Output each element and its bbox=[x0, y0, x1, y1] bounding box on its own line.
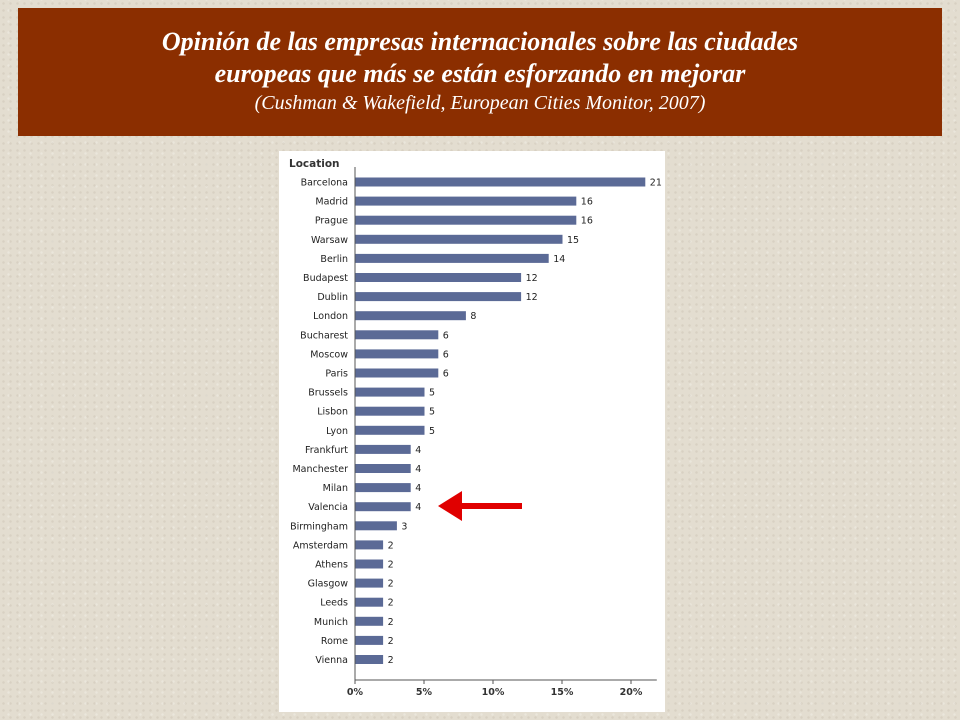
bar bbox=[355, 330, 439, 340]
value-label: 2 bbox=[388, 540, 394, 551]
bar bbox=[355, 273, 522, 282]
bar bbox=[355, 635, 384, 645]
value-label: 12 bbox=[526, 273, 538, 284]
x-tick-label: 10% bbox=[482, 687, 505, 698]
value-label: 5 bbox=[429, 407, 435, 418]
value-label: 15 bbox=[567, 235, 579, 246]
value-label: 5 bbox=[429, 388, 435, 399]
category-label: Frankfurt bbox=[305, 445, 348, 456]
bar bbox=[355, 425, 425, 435]
value-label: 4 bbox=[415, 483, 421, 494]
chart-source: (Cushman & Wakefield, European Cities Mo… bbox=[254, 92, 706, 114]
value-label: 21 bbox=[650, 178, 662, 189]
category-label: Bucharest bbox=[300, 330, 348, 341]
value-label: 3 bbox=[401, 521, 407, 532]
category-label: Moscow bbox=[310, 349, 348, 360]
x-tick-label: 20% bbox=[620, 687, 643, 698]
bar bbox=[355, 215, 577, 225]
category-label: Amsterdam bbox=[293, 540, 348, 551]
bar bbox=[355, 578, 384, 588]
bar bbox=[355, 597, 384, 607]
category-label: Brussels bbox=[308, 388, 348, 399]
chart-panel: Location Barcelona 21 Madrid 16 Prague 16 Warsa… bbox=[279, 151, 665, 712]
category-label: Budapest bbox=[303, 273, 348, 284]
category-label: Valencia bbox=[308, 502, 348, 513]
bar bbox=[355, 349, 439, 359]
category-label: Lyon bbox=[326, 426, 348, 437]
category-label: Warsaw bbox=[311, 235, 348, 246]
category-label: Madrid bbox=[315, 197, 348, 208]
value-label: 16 bbox=[581, 197, 593, 208]
value-label: 6 bbox=[443, 349, 449, 360]
category-label: Athens bbox=[315, 560, 348, 571]
bar bbox=[355, 387, 425, 397]
category-label: Leeds bbox=[320, 598, 348, 609]
bar bbox=[355, 234, 563, 244]
x-tick-label: 5% bbox=[416, 687, 433, 698]
x-tick-label: 0% bbox=[347, 687, 364, 698]
value-label: 2 bbox=[388, 636, 394, 647]
category-label: Milan bbox=[323, 483, 348, 494]
bar bbox=[355, 292, 522, 302]
value-label: 12 bbox=[526, 292, 538, 303]
value-label: 5 bbox=[429, 426, 435, 437]
value-label: 6 bbox=[443, 369, 449, 380]
value-label: 6 bbox=[443, 330, 449, 341]
bar bbox=[355, 483, 411, 493]
category-label: Vienna bbox=[315, 655, 348, 666]
category-label: Lisbon bbox=[317, 407, 348, 418]
category-label: Manchester bbox=[292, 464, 348, 475]
category-label: Berlin bbox=[320, 254, 348, 265]
bar bbox=[355, 521, 397, 531]
x-tick-label: 15% bbox=[551, 687, 574, 698]
category-label: Barcelona bbox=[301, 178, 348, 189]
bar bbox=[355, 655, 384, 664]
value-label: 4 bbox=[415, 502, 421, 513]
value-label: 2 bbox=[388, 579, 394, 590]
column-header: Location bbox=[289, 158, 340, 170]
bar bbox=[355, 311, 466, 321]
bar bbox=[355, 464, 411, 473]
value-label: 8 bbox=[470, 311, 476, 322]
bar bbox=[355, 177, 646, 187]
bar bbox=[355, 253, 549, 263]
value-label: 2 bbox=[388, 598, 394, 609]
category-label: Munich bbox=[314, 617, 348, 628]
value-label: 14 bbox=[553, 254, 565, 265]
bar bbox=[355, 502, 411, 512]
highlight-arrow-icon bbox=[438, 491, 522, 521]
category-label: Glasgow bbox=[308, 579, 349, 590]
category-label: Dublin bbox=[317, 292, 348, 303]
category-label: London bbox=[313, 311, 348, 322]
bar bbox=[355, 559, 384, 569]
value-label: 4 bbox=[415, 445, 421, 456]
bar bbox=[355, 540, 384, 550]
title-banner: Opinión de las empresas internacionales … bbox=[18, 8, 942, 136]
category-label: Paris bbox=[325, 369, 348, 380]
value-label: 4 bbox=[415, 464, 421, 475]
chart-title-line-1: Opinión de las empresas internacionales … bbox=[161, 27, 799, 56]
value-label: 16 bbox=[581, 216, 593, 227]
bar-chart: Location Barcelona 21 Madrid 16 Prague 16 Warsa… bbox=[289, 158, 662, 698]
value-label: 2 bbox=[388, 560, 394, 571]
bar bbox=[355, 406, 425, 416]
value-label: 2 bbox=[388, 617, 394, 628]
category-label: Rome bbox=[321, 636, 348, 647]
value-label: 2 bbox=[388, 655, 394, 666]
bar bbox=[355, 196, 577, 206]
bar bbox=[355, 616, 384, 626]
bar bbox=[355, 368, 439, 378]
category-label: Birmingham bbox=[290, 521, 348, 532]
arrow-head bbox=[438, 491, 462, 521]
chart-title-line-2: europeas que más se están esforzando en … bbox=[214, 59, 746, 88]
bar bbox=[355, 444, 411, 454]
category-label: Prague bbox=[315, 216, 348, 227]
